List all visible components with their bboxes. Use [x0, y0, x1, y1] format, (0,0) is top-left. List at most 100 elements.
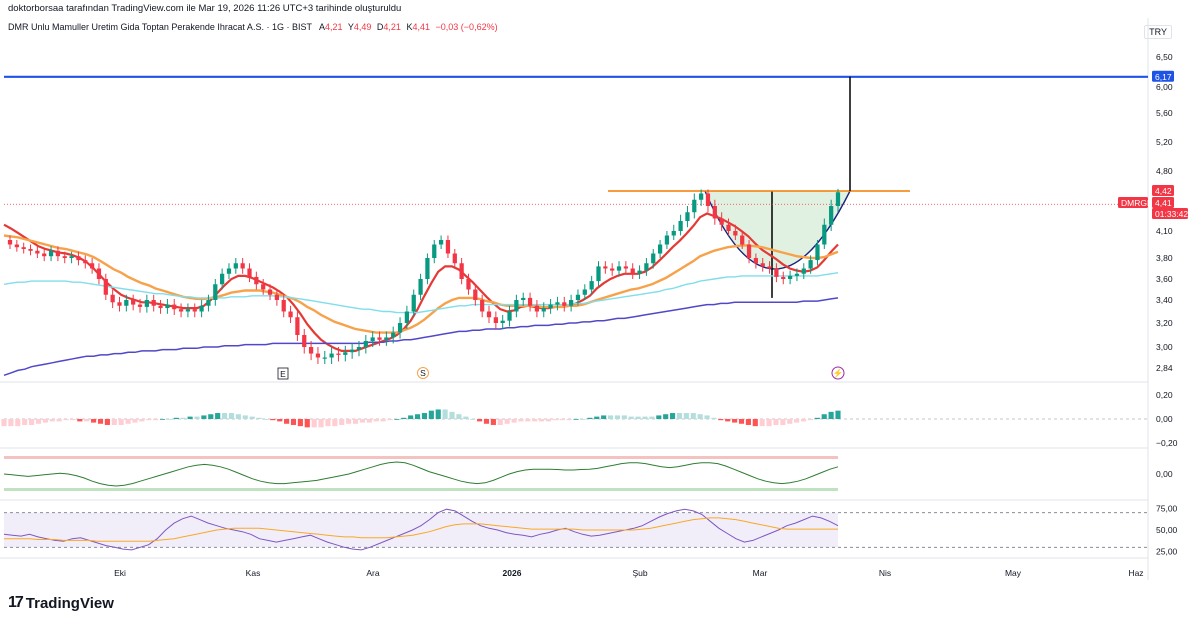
macd-histogram-bar: [490, 419, 496, 425]
macd-histogram-bar: [290, 419, 297, 425]
macd-histogram-bar: [194, 416, 200, 419]
macd-histogram-bar: [8, 419, 14, 427]
macd-histogram-bar: [718, 419, 724, 421]
macd-histogram-bar: [794, 419, 800, 423]
candle-body: [548, 304, 553, 309]
price-axis[interactable]: 6,50 6,00 5,60 5,20 4,80 4,10 3,80 3,60 3,40 3,20…: [1156, 52, 1173, 373]
time-axis[interactable]: Eki Kas Ara 2026 Şub Mar Nis May Haz: [114, 568, 1143, 578]
macd-histogram-bar: [187, 416, 193, 419]
rsi-line: [4, 517, 838, 542]
symbol-name[interactable]: DMR Unlu Mamuller Uretim Gida Toptan Per…: [8, 22, 312, 32]
candle-body: [55, 250, 61, 257]
candle-body: [753, 258, 759, 264]
macd-histogram-bar: [173, 417, 179, 419]
macd-histogram-bar: [311, 419, 317, 428]
candle-body: [610, 268, 615, 271]
candle-body: [103, 279, 108, 295]
low-label: D: [376, 22, 384, 32]
macd-histogram-bar: [773, 419, 779, 425]
macd-histogram-bar: [208, 414, 214, 419]
macd-histogram-bar: [628, 416, 634, 419]
candle-body: [480, 300, 485, 312]
flash-marker-label: ⚡: [833, 368, 844, 379]
candle-body: [705, 193, 711, 206]
price-axis-label: 5,20: [1156, 137, 1173, 147]
candle-body: [432, 244, 437, 258]
macd-histogram-bar: [325, 419, 331, 427]
currency-selector[interactable]: TRY: [1144, 25, 1172, 39]
osc-axis-label: 0,00: [1156, 469, 1173, 479]
macd-histogram-bar: [428, 410, 434, 419]
candle-body: [815, 244, 820, 261]
macd-histogram-bar: [566, 419, 572, 421]
macd-histogram-bar: [559, 419, 565, 421]
candle-body: [835, 192, 841, 206]
candle-body: [233, 263, 238, 269]
macd-histogram-bar: [387, 419, 393, 421]
macd-axis-label: 0,00: [1156, 414, 1173, 424]
candle-body: [678, 221, 683, 231]
macd-histogram-bar: [408, 415, 414, 419]
dividend-marker-label: S: [420, 368, 426, 378]
change-value: −0,03 (−0,62%): [435, 22, 498, 32]
levels[interactable]: [4, 75, 1148, 205]
candle-body: [295, 317, 300, 335]
tradingview-brand[interactable]: 17 TradingView: [8, 594, 114, 612]
candle-body: [288, 311, 293, 318]
candle-body: [534, 305, 540, 312]
macd-histogram-bar: [235, 414, 241, 419]
rsi-line: [3, 508, 839, 551]
candle-body: [35, 250, 40, 254]
macd-axis-label: −0,20: [1156, 438, 1178, 448]
candle-body: [391, 332, 396, 338]
candle-body: [569, 300, 574, 306]
candle-body: [637, 270, 642, 274]
macd-histogram-bar: [118, 419, 124, 425]
dividend-marker[interactable]: [417, 367, 429, 379]
candle-body: [808, 260, 813, 269]
macd-histogram-bar: [297, 419, 303, 427]
macd-histogram-bar: [352, 419, 359, 424]
candle-body: [206, 300, 211, 306]
macd-histogram-bar: [414, 414, 421, 419]
event-markers[interactable]: E S ⚡: [277, 366, 845, 380]
time-axis-label: Ara: [366, 568, 380, 578]
earnings-marker[interactable]: [277, 367, 289, 380]
macd-histogram-bar: [263, 419, 269, 420]
macd-histogram-bar: [56, 419, 62, 422]
candle-body: [124, 300, 129, 306]
candle-body: [527, 297, 533, 306]
macd-histogram-bar: [332, 419, 338, 427]
flash-marker-icon[interactable]: [831, 366, 845, 380]
candle-body: [226, 268, 232, 274]
macd-histogram-bar: [828, 411, 834, 419]
close-value: 4,41: [412, 22, 431, 32]
candle-body: [220, 273, 225, 285]
candle-body: [165, 304, 170, 309]
candle-body: [746, 244, 752, 258]
candle-body: [425, 258, 430, 279]
candle-body: [213, 284, 218, 300]
candle-body: [452, 253, 457, 264]
time-axis-label: Mar: [753, 568, 768, 578]
moving-average-line: [3, 272, 839, 314]
cup-pattern[interactable]: [704, 190, 851, 298]
candle-body: [7, 240, 13, 245]
candle-body: [370, 337, 375, 341]
candle-body: [76, 256, 81, 261]
rsi-pane: 75,00 50,00 25,00: [3, 503, 1178, 557]
price-axis-label: 4,10: [1156, 226, 1173, 236]
macd-histogram-bar: [42, 419, 48, 423]
macd-histogram-bar: [607, 415, 614, 419]
candle-body: [110, 294, 115, 303]
countdown-tag: 01:33:42: [1155, 209, 1188, 219]
candle-body: [274, 294, 279, 300]
candle-body: [308, 347, 314, 354]
time-axis-label: Eki: [114, 568, 126, 578]
macd-histogram-bar: [532, 419, 538, 422]
candle-body: [651, 253, 656, 264]
candle-body: [692, 199, 697, 213]
candle-body: [582, 289, 587, 295]
